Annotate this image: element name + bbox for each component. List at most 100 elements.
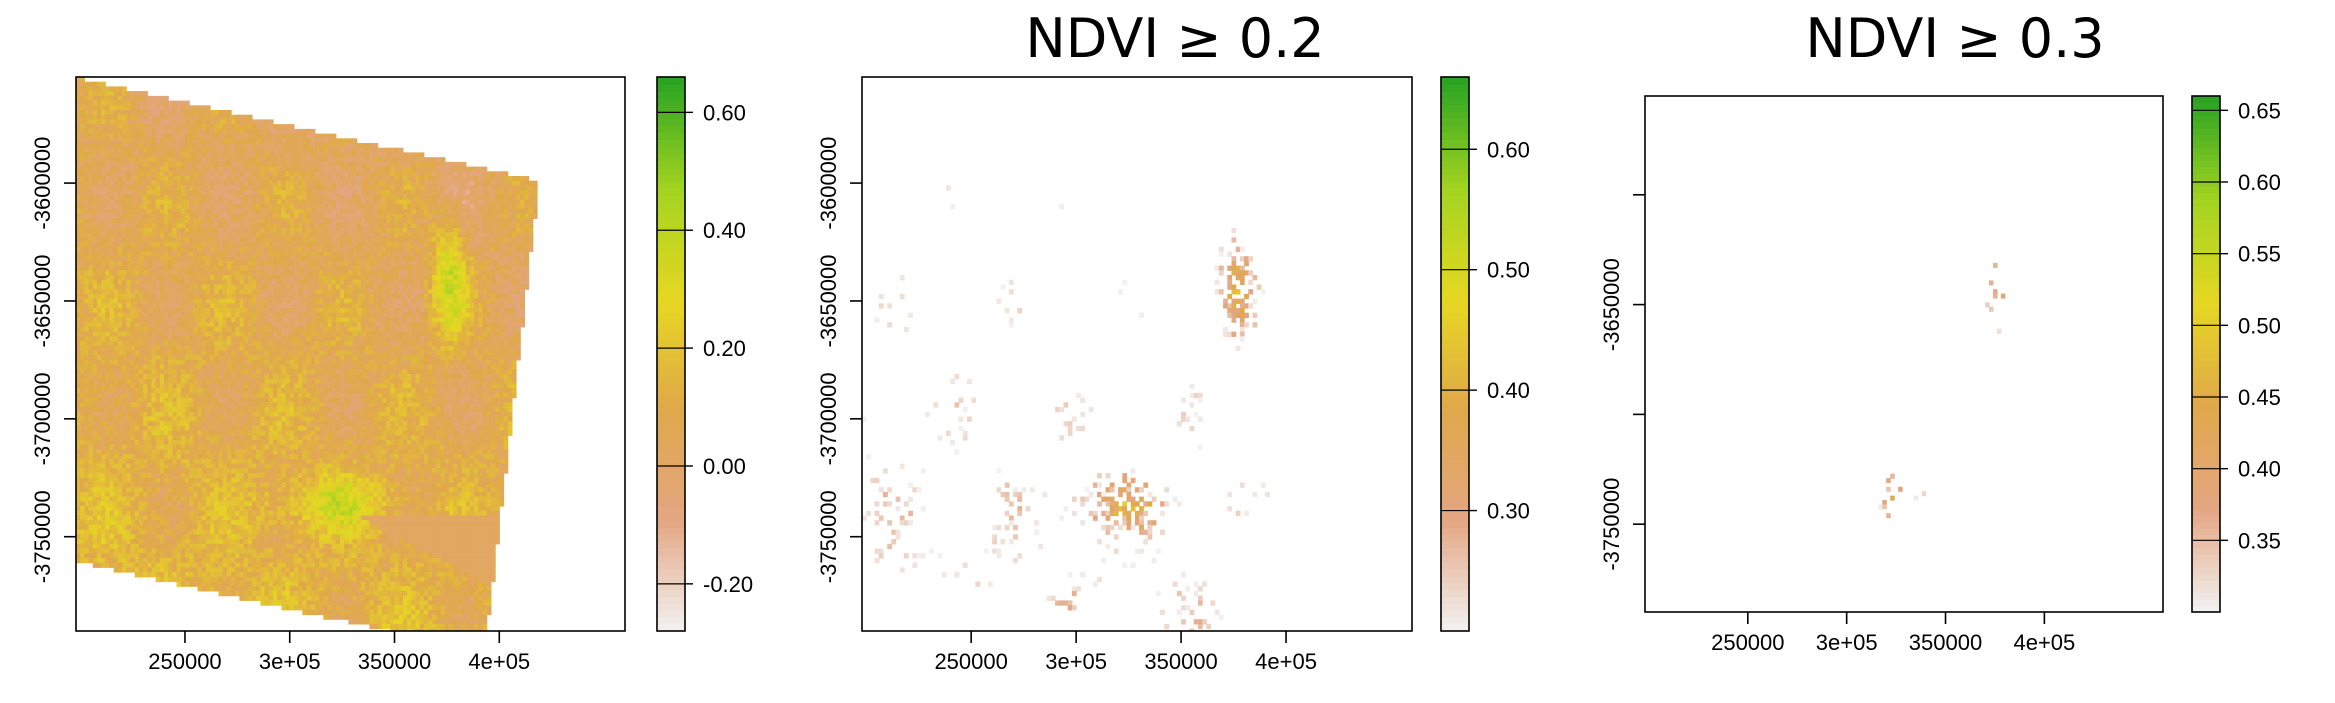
raster-cell — [373, 317, 379, 323]
raster-cell — [147, 312, 152, 319]
raster-cell — [172, 227, 178, 234]
raster-cell — [197, 190, 203, 196]
raster-cell — [113, 161, 119, 168]
raster-cell — [457, 279, 463, 286]
raster-cell — [516, 213, 521, 220]
raster-cell — [151, 284, 157, 290]
raster-cell — [369, 270, 375, 276]
raster-cell — [172, 100, 178, 106]
raster-cell — [180, 326, 186, 333]
raster-cell — [302, 326, 308, 333]
raster-cell — [252, 227, 257, 234]
raster-cell — [415, 180, 421, 187]
raster-cell — [222, 279, 228, 286]
raster-cell — [201, 147, 207, 154]
raster-cell — [164, 199, 169, 205]
raster-cell — [239, 312, 245, 319]
raster-cell — [105, 176, 111, 182]
raster-cell — [331, 180, 337, 187]
raster-cell — [176, 180, 182, 187]
raster-cell — [285, 190, 291, 196]
raster-cell — [84, 166, 90, 172]
raster-cell — [122, 114, 127, 121]
raster-cell — [138, 204, 144, 210]
raster-cell — [264, 133, 270, 139]
raster-cell — [386, 312, 391, 319]
raster-cell — [314, 341, 320, 347]
raster-cell — [235, 312, 241, 319]
raster-cell — [105, 100, 111, 106]
raster-cell — [344, 251, 349, 257]
raster-cell — [398, 199, 404, 205]
raster-cell — [235, 227, 241, 234]
raster-cell — [88, 213, 94, 220]
raster-cell — [273, 303, 278, 309]
raster-cell — [402, 336, 408, 342]
raster-cell — [415, 232, 421, 238]
raster-cell — [293, 336, 299, 342]
raster-cell — [273, 232, 278, 238]
raster-cell — [499, 213, 505, 220]
raster-cell — [151, 152, 157, 158]
raster-cell — [298, 322, 303, 328]
raster-cell — [105, 336, 111, 342]
raster-cell — [369, 152, 375, 158]
raster-cell — [319, 147, 324, 154]
raster-cell — [281, 289, 287, 295]
raster-cell — [126, 185, 132, 191]
raster-cell — [457, 260, 463, 267]
raster-cell — [277, 194, 282, 201]
raster-cell — [478, 204, 484, 210]
raster-cell — [176, 331, 182, 337]
raster-cell — [407, 194, 412, 201]
raster-cell — [323, 303, 329, 309]
raster-cell — [105, 185, 111, 191]
raster-cell — [361, 317, 366, 323]
raster-cell — [331, 237, 337, 243]
raster-cell — [97, 95, 102, 102]
raster-cell — [101, 326, 106, 333]
raster-cell — [507, 326, 513, 333]
raster-cell — [168, 275, 173, 281]
raster-cell — [239, 289, 245, 295]
raster-cell — [88, 152, 94, 158]
raster-cell — [423, 171, 429, 177]
raster-cell — [172, 265, 178, 271]
raster-cell — [486, 251, 492, 257]
raster-cell — [189, 289, 194, 295]
raster-cell — [201, 133, 207, 139]
raster-cell — [189, 213, 194, 220]
raster-cell — [428, 232, 433, 238]
raster-cell — [314, 312, 320, 319]
raster-cell — [381, 331, 387, 337]
raster-cell — [335, 218, 341, 224]
raster-cell — [402, 242, 408, 248]
raster-cell — [277, 232, 282, 238]
raster-cell — [134, 232, 140, 238]
raster-cell — [214, 289, 220, 295]
raster-cell — [474, 209, 479, 215]
raster-cell — [268, 322, 274, 328]
raster-cell — [168, 284, 173, 290]
raster-cell — [302, 336, 308, 342]
raster-cell — [277, 265, 282, 271]
raster-cell — [390, 166, 396, 172]
raster-cell — [84, 256, 90, 262]
raster-cell — [335, 303, 341, 309]
raster-cell — [361, 270, 366, 276]
raster-cell — [407, 209, 412, 215]
raster-cell — [461, 194, 467, 201]
raster-cell — [415, 161, 421, 168]
raster-cell — [231, 180, 236, 187]
raster-cell — [344, 279, 349, 286]
raster-cell — [76, 180, 81, 187]
raster-cell — [310, 204, 316, 210]
raster-cell — [239, 317, 245, 323]
raster-cell — [264, 161, 270, 168]
raster-cell — [101, 95, 106, 102]
raster-cell — [84, 242, 90, 248]
raster-cell — [293, 209, 299, 215]
raster-cell — [76, 303, 81, 309]
raster-cell — [168, 237, 173, 243]
raster-cell — [193, 223, 199, 229]
